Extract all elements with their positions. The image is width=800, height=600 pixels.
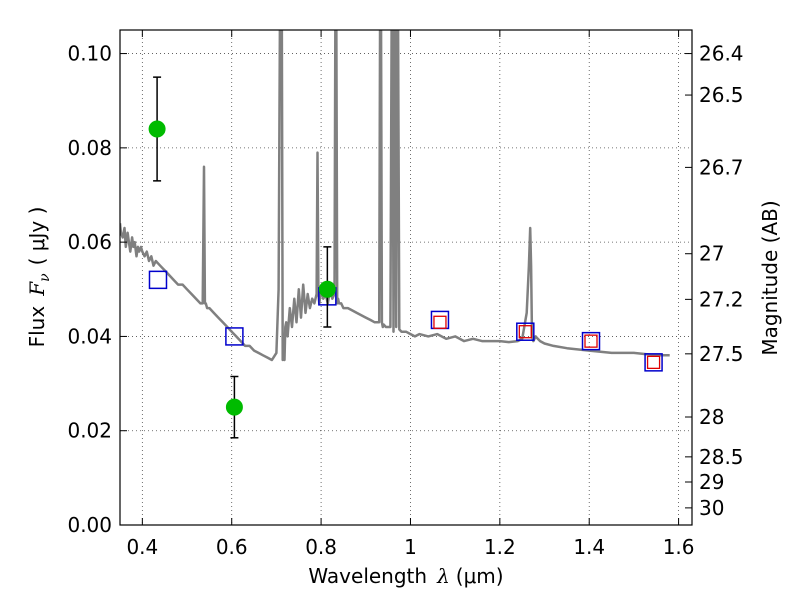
synthetic-photometry-marker: [518, 325, 532, 339]
y2-tick-label: 27: [699, 242, 724, 266]
x-tick-label: 0.4: [126, 535, 158, 559]
x-tick-label: 0.6: [216, 535, 248, 559]
y-tick-label: 0.00: [67, 513, 112, 537]
model-photometry-marker: [581, 331, 601, 351]
y-tick-label: 0.08: [67, 136, 112, 160]
synthetic-photometry-marker: [433, 315, 447, 329]
y2-tick-label: 26.5: [699, 83, 744, 107]
model-photometry-marker: [516, 322, 535, 341]
synthetic-photometry-marker: [646, 355, 661, 370]
observed-point: [225, 398, 243, 416]
model-spectrum-line: [120, 30, 670, 362]
y-axis-label: FluxFν( μJy ): [25, 207, 53, 348]
model-photometry-marker: [644, 353, 663, 372]
x-tick-label: 0.8: [305, 535, 337, 559]
model-photometry-marker: [225, 327, 244, 346]
y2-tick-label: 26.7: [699, 155, 744, 179]
y2-tick-label: 27.5: [699, 342, 744, 366]
y2-tick-label: 29: [699, 470, 724, 494]
x-tick-label: 1.4: [573, 535, 605, 559]
data-layer: [120, 30, 670, 439]
y2-tick-label: 28: [699, 405, 724, 429]
observed-point: [148, 120, 166, 138]
y2-tick-label: 30: [699, 496, 724, 520]
x-axis-label: Wavelength λ (μm): [308, 564, 503, 588]
x-tick-label: 1.2: [484, 535, 516, 559]
y2-tick-label: 28.5: [699, 445, 744, 469]
y-tick-label: 0.10: [67, 42, 112, 66]
y2-tick-label: 27.2: [699, 287, 744, 311]
y-tick-label: 0.04: [67, 324, 112, 348]
x-tick-label: 1: [404, 535, 417, 559]
y-tick-label: 0.06: [67, 230, 112, 254]
tick-marks: [120, 30, 692, 526]
tick-labels: 0.4 0.6 0.8 1 1.2 1.4 1.6 0.00 0.02 0.04 0.06 0.08 0…: [67, 42, 743, 559]
y2-tick-label: 26.4: [699, 42, 744, 66]
model-photometry-marker: [148, 270, 168, 290]
observed-point: [318, 280, 336, 298]
y-tick-label: 0.02: [67, 419, 112, 443]
plot-frame: [119, 29, 693, 526]
synthetic-photometry-marker: [584, 334, 598, 348]
x-tick-label: 1.6: [663, 535, 695, 559]
y2-axis-label: Magnitude (AB): [758, 200, 782, 355]
